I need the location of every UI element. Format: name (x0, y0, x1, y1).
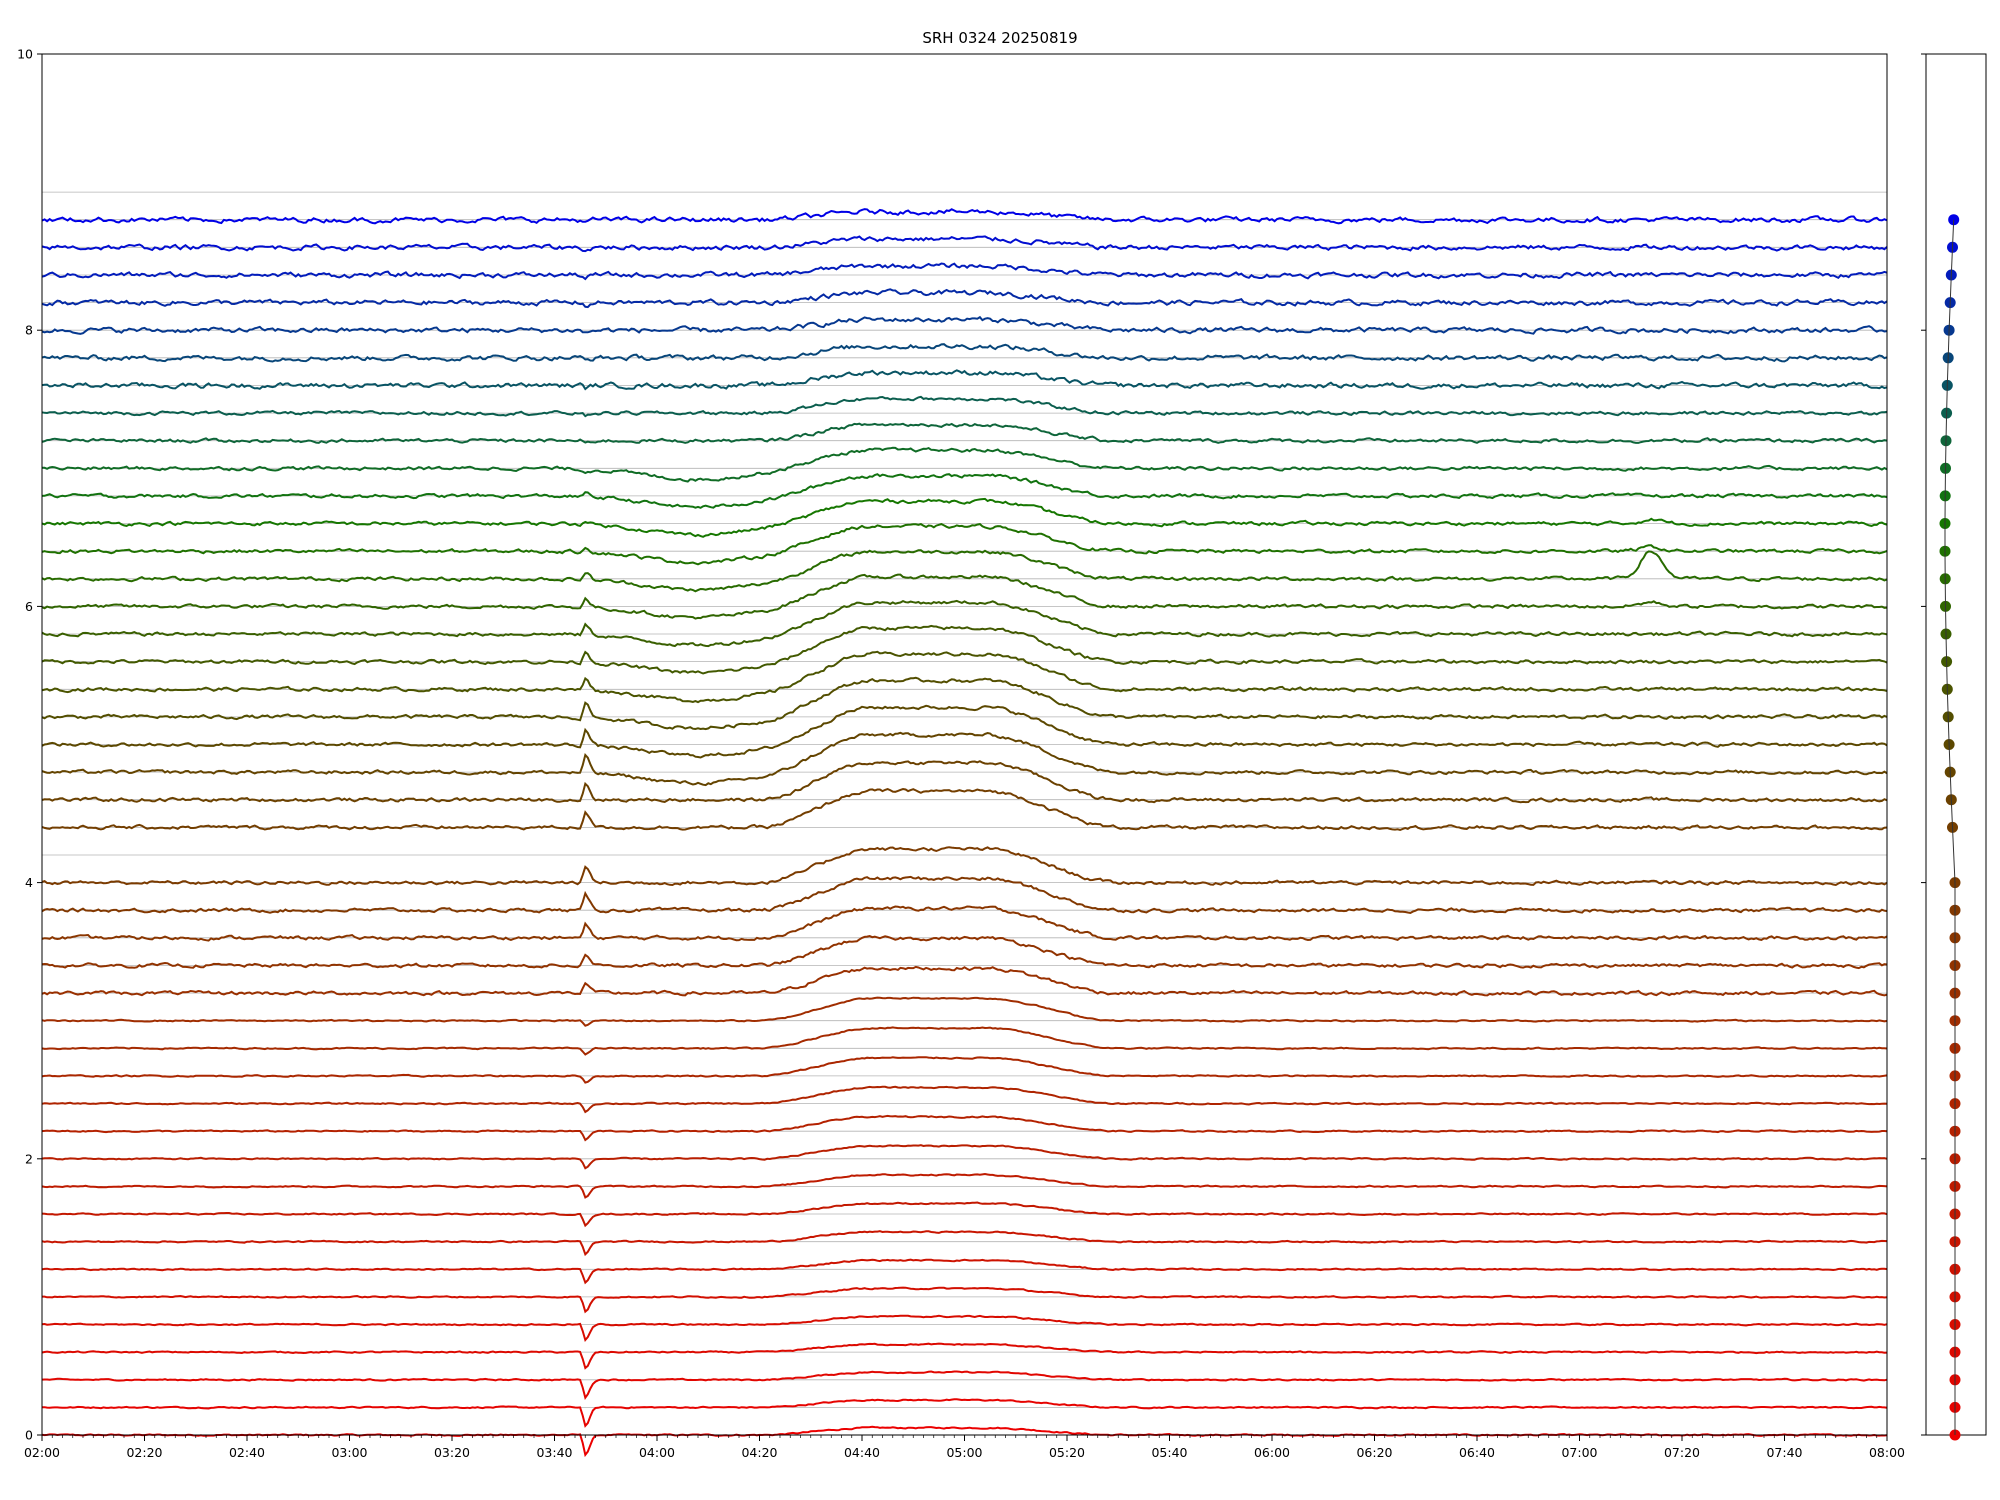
series-line (41, 497, 1888, 538)
x-tick-label: 07:40 (1766, 1445, 1802, 1460)
y-tick-label: 10 (17, 47, 33, 62)
series-line (41, 1085, 1888, 1114)
x-tick-label: 05:00 (946, 1445, 982, 1460)
x-tick-label: 02:20 (126, 1445, 162, 1460)
series-traces (41, 208, 1888, 1458)
chart-title: SRH 0324 20250819 (922, 29, 1077, 47)
series-line (41, 704, 1888, 759)
series-line (41, 473, 1888, 509)
x-tick-label: 02:40 (229, 1445, 265, 1460)
series-line (41, 549, 1888, 593)
series-line (41, 1201, 1888, 1228)
y-tick-label: 6 (25, 599, 33, 614)
series-line (41, 1144, 1888, 1170)
x-tick-label: 05:20 (1049, 1445, 1085, 1460)
series-line (41, 760, 1888, 804)
x-axis: 02:00 02:20 02:40 03:00 03:20 03:40 04:00 04:20… (24, 1435, 1905, 1460)
series-line (41, 599, 1888, 648)
x-tick-label: 05:40 (1151, 1445, 1187, 1460)
x-tick-label: 04:00 (639, 1445, 675, 1460)
x-tick-label: 07:00 (1561, 1445, 1597, 1460)
x-tick-label: 02:00 (24, 1445, 60, 1460)
series-line (41, 996, 1888, 1027)
series-line (41, 369, 1888, 391)
series-line (41, 288, 1888, 309)
series-line (41, 624, 1888, 675)
x-tick-label: 03:40 (536, 1445, 572, 1460)
series-line (41, 235, 1888, 253)
y-tick-label: 0 (25, 1428, 33, 1443)
series-line (41, 315, 1888, 335)
series-line (41, 1230, 1888, 1257)
series-line (41, 650, 1888, 704)
x-tick-label: 08:00 (1869, 1445, 1905, 1460)
x-tick-label: 04:20 (741, 1445, 777, 1460)
series-line (41, 395, 1888, 418)
series-line (41, 905, 1888, 942)
series-line (41, 965, 1888, 997)
y-tick-label: 2 (25, 1151, 33, 1166)
x-tick-label: 06:20 (1356, 1445, 1392, 1460)
x-tick-label: 03:00 (331, 1445, 367, 1460)
series-line (41, 875, 1888, 914)
series-line (41, 1425, 1888, 1458)
x-tick-label: 07:20 (1664, 1445, 1700, 1460)
series-line (42, 446, 1888, 483)
series-line (41, 573, 1888, 620)
y-tick-label: 4 (25, 875, 33, 890)
series-line (41, 1342, 1888, 1370)
x-tick-label: 03:20 (434, 1445, 470, 1460)
series-line (42, 1286, 1888, 1314)
series-line (41, 1026, 1888, 1056)
side-panel-markers (1939, 214, 1961, 1441)
series-line (41, 1172, 1888, 1199)
series-line (41, 787, 1888, 831)
series-line (41, 846, 1888, 887)
channel-marker-line (1944, 219, 1956, 1435)
series-line (41, 1370, 1888, 1401)
series-line (41, 208, 1888, 225)
series-line (41, 422, 1888, 444)
series-line (41, 676, 1888, 731)
series-line (41, 262, 1888, 281)
x-tick-label: 06:00 (1254, 1445, 1290, 1460)
series-line (42, 1398, 1888, 1428)
series-line (41, 1314, 1888, 1343)
y-tick-label: 8 (25, 323, 33, 338)
series-line (41, 935, 1888, 970)
series-line (41, 1056, 1888, 1084)
series-line (41, 1114, 1888, 1142)
x-tick-label: 06:40 (1459, 1445, 1495, 1460)
series-line (41, 1258, 1888, 1285)
series-line (41, 523, 1888, 566)
series-line (41, 343, 1888, 363)
series-line (41, 731, 1888, 787)
grid-lines (42, 191, 1887, 1436)
x-tick-label: 04:40 (844, 1445, 880, 1460)
side-panel-frame (1925, 53, 1987, 1436)
y-axis: 0 2 4 6 8 10 (17, 47, 1926, 1443)
